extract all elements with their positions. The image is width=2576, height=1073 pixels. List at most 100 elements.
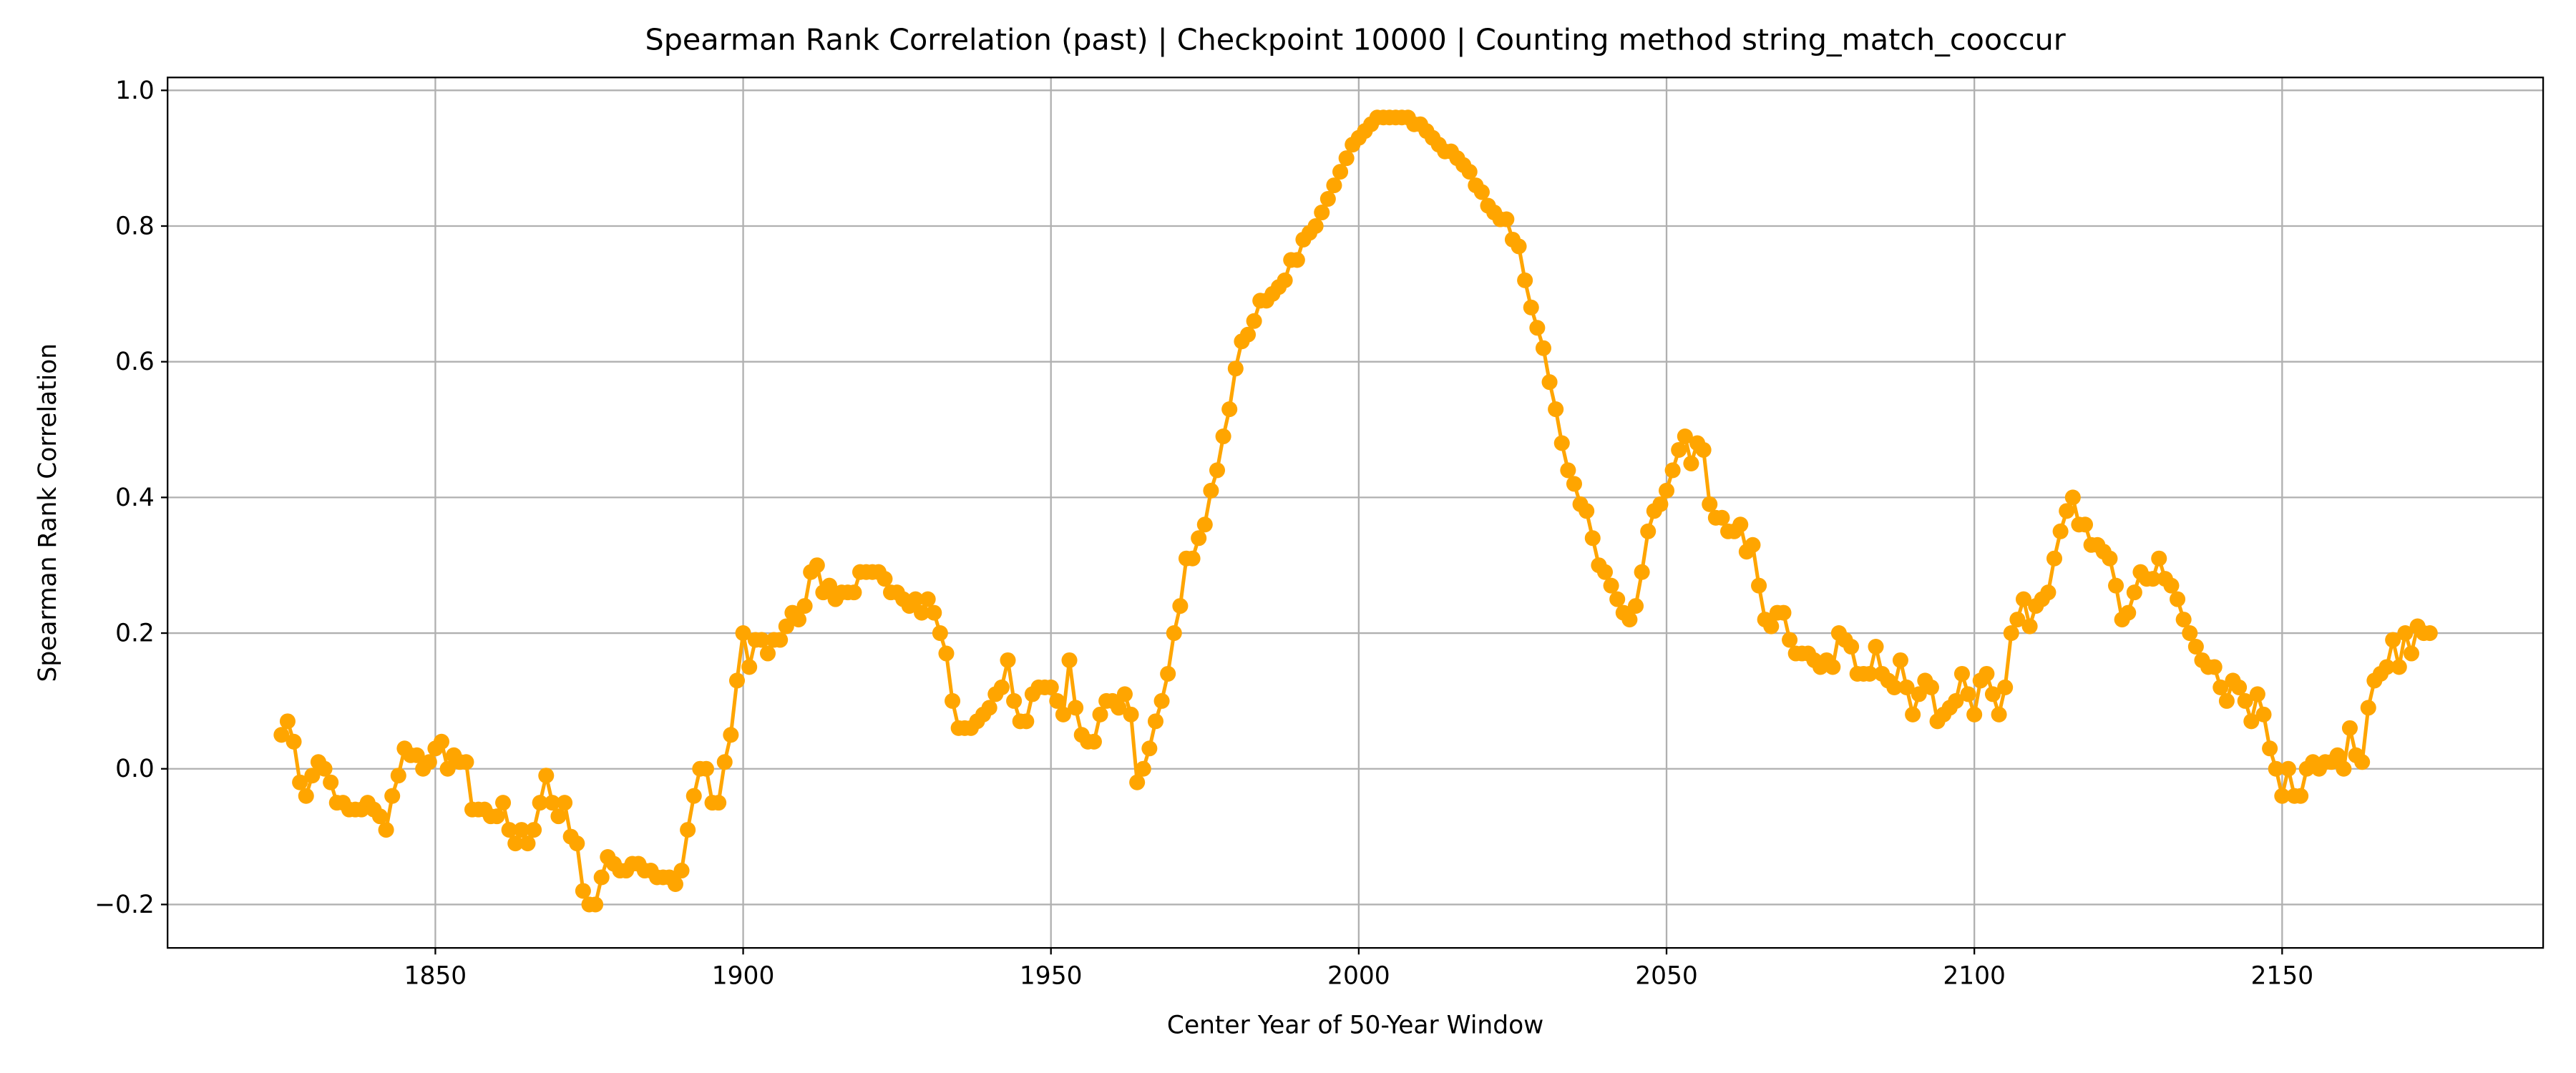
- y-tick-label: 0.0: [115, 755, 155, 783]
- x-tick-label: 2100: [1943, 962, 2006, 991]
- data-point: [286, 733, 302, 750]
- data-point: [2397, 625, 2414, 642]
- data-point: [1991, 706, 2007, 722]
- data-point: [2046, 550, 2063, 567]
- y-tick-label: 0.4: [115, 484, 155, 512]
- data-point: [914, 604, 930, 621]
- data-point: [1683, 455, 1699, 471]
- data-point: [298, 788, 314, 804]
- data-point: [2249, 686, 2265, 702]
- data-point: [1979, 665, 1995, 682]
- data-point: [1966, 706, 1983, 722]
- data-point: [698, 760, 714, 777]
- data-point: [2108, 577, 2124, 594]
- data-point: [1147, 713, 1163, 730]
- data-point: [2206, 659, 2223, 675]
- data-point: [1627, 598, 1644, 614]
- x-axis-label: Center Year of 50-Year Window: [1167, 1011, 1543, 1040]
- data-point: [1763, 618, 1780, 635]
- data-point: [2120, 604, 2137, 621]
- data-point: [1221, 401, 1238, 418]
- data-point: [1191, 530, 1207, 547]
- data-point: [1172, 598, 1189, 614]
- data-point: [2151, 550, 2167, 567]
- data-point: [1905, 706, 1921, 722]
- data-point: [575, 883, 591, 899]
- data-point: [796, 598, 813, 614]
- data-point: [1068, 700, 1084, 716]
- data-point: [938, 645, 955, 662]
- data-point: [1000, 652, 1016, 669]
- plot-area: [273, 109, 2438, 913]
- data-point: [1782, 632, 1798, 648]
- data-point: [1111, 700, 1127, 716]
- data-point: [907, 591, 924, 607]
- data-point: [919, 591, 936, 607]
- data-point: [759, 645, 776, 662]
- data-point: [728, 672, 745, 689]
- data-point: [1984, 686, 2001, 702]
- data-point: [1196, 516, 1213, 533]
- data-point: [1018, 713, 1035, 730]
- data-point: [1129, 774, 1146, 790]
- data-point: [323, 774, 339, 790]
- data-point: [1664, 462, 1681, 479]
- data-point: [1541, 374, 1558, 391]
- data-point: [1695, 441, 1712, 458]
- data-point: [1953, 665, 1970, 682]
- data-point: [809, 557, 825, 574]
- data-point: [279, 713, 296, 730]
- data-point: [1652, 496, 1669, 512]
- data-point: [2255, 706, 2272, 722]
- data-point: [1634, 564, 1650, 580]
- data-point: [673, 862, 690, 879]
- axes-frame: [167, 77, 2545, 949]
- x-tick-label: 2000: [1327, 962, 1390, 991]
- data-point: [1326, 177, 1342, 194]
- y-tick-label: −0.2: [94, 891, 155, 919]
- data-point: [371, 808, 389, 825]
- data-point: [772, 632, 789, 648]
- data-point: [2262, 740, 2278, 757]
- data-point: [1511, 238, 1527, 255]
- data-point: [1911, 686, 1927, 702]
- data-point: [519, 836, 536, 852]
- data-point: [1116, 686, 1133, 702]
- data-point: [2274, 788, 2290, 804]
- data-point: [409, 747, 425, 763]
- data-point: [2003, 625, 2019, 642]
- data-point: [686, 788, 702, 804]
- data-point: [2280, 760, 2296, 777]
- data-point: [2059, 503, 2075, 519]
- data-point: [1603, 577, 1619, 594]
- data-point: [2218, 692, 2235, 709]
- data-point: [723, 727, 739, 743]
- data-point: [790, 612, 807, 628]
- data-point: [2175, 612, 2192, 628]
- data-point: [1319, 191, 1336, 207]
- data-point: [1609, 591, 1626, 607]
- data-point: [926, 604, 942, 621]
- data-point: [1209, 462, 1226, 479]
- data-point: [2021, 618, 2038, 635]
- data-point: [1141, 740, 1158, 757]
- data-point: [2187, 639, 2204, 655]
- data-point: [1153, 692, 1170, 709]
- data-point: [1745, 536, 1761, 553]
- y-tick-label: 0.6: [115, 348, 155, 376]
- data-point: [1553, 435, 1570, 451]
- data-point: [1868, 639, 1884, 655]
- data-point: [2009, 612, 2026, 628]
- data-point: [2336, 760, 2352, 777]
- data-point: [1923, 679, 1939, 695]
- data-point: [1085, 733, 1102, 750]
- data-point: [1584, 530, 1601, 547]
- data-point: [513, 822, 530, 838]
- data-point: [1861, 665, 1878, 682]
- y-axis-label: Spearman Rank Correlation: [34, 343, 62, 682]
- data-point: [2379, 659, 2395, 675]
- data-point: [1006, 692, 1023, 709]
- data-point: [433, 733, 450, 750]
- data-point: [1775, 604, 1792, 621]
